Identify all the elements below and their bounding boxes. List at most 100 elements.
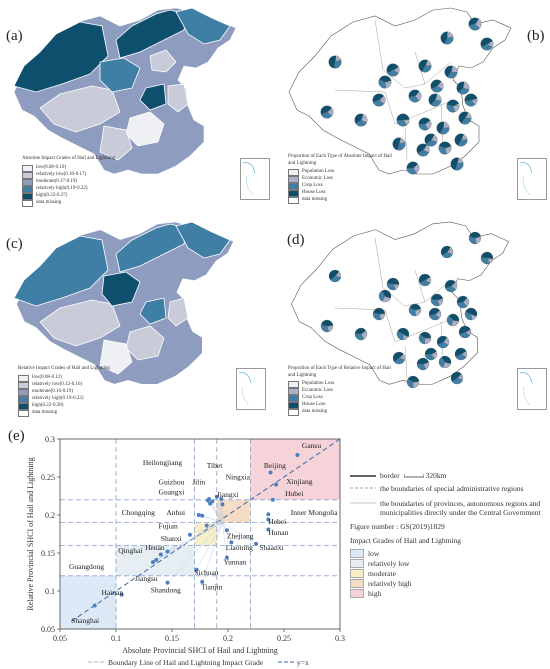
province-label: Shandong bbox=[151, 586, 181, 595]
province-pie bbox=[468, 17, 482, 31]
province-label: Jilin bbox=[192, 478, 205, 487]
pie-slice bbox=[409, 303, 422, 311]
legend-a-items: low(0.08-0.10) relatively low(0.10-0.17) m… bbox=[22, 164, 132, 207]
map-relative-grade bbox=[13, 221, 235, 385]
leader-line bbox=[196, 522, 223, 570]
pie-slice bbox=[440, 245, 452, 256]
legend-b-items: Population Loss Economic Loss Crop Loss Hou… bbox=[288, 169, 398, 205]
panel-c: (c) Relative Impact Grades of Hail and L… bbox=[0, 218, 275, 430]
legend-b-title: Proportion of Each Type of Absolute Impa… bbox=[288, 154, 392, 166]
legend-label: low(0.08-0.10) bbox=[36, 164, 66, 170]
legend-label: data missing bbox=[32, 409, 58, 415]
province-point bbox=[220, 502, 225, 507]
province-pie bbox=[456, 81, 470, 95]
pie-slice bbox=[454, 347, 467, 357]
leader-line bbox=[189, 522, 223, 535]
pie-slice bbox=[456, 295, 468, 304]
province-point bbox=[208, 501, 213, 506]
legend-label: Population Loss bbox=[302, 169, 335, 175]
province-pie bbox=[418, 59, 432, 73]
chart-legend: Boundary Line of Hail and Lightning Impa… bbox=[88, 658, 309, 667]
y-tick-label: 0.1 bbox=[45, 587, 55, 596]
province-label: Zhejiang bbox=[227, 532, 254, 541]
province-label: Ningxia bbox=[226, 472, 251, 481]
province-pie bbox=[440, 245, 454, 259]
legend-row: moderate bbox=[350, 568, 546, 578]
legend-row: relatively low bbox=[350, 558, 546, 568]
pie-slice bbox=[397, 327, 410, 338]
pie-slice bbox=[436, 121, 445, 134]
province-pie bbox=[436, 335, 450, 349]
province-pie bbox=[424, 133, 438, 147]
province-point bbox=[200, 579, 205, 584]
pie-slice bbox=[320, 319, 334, 327]
province-pie bbox=[320, 105, 334, 119]
pie-slice bbox=[412, 381, 420, 389]
province-label: Beijing bbox=[264, 461, 286, 470]
leader-line bbox=[202, 522, 223, 582]
legend-swatch bbox=[288, 197, 299, 205]
province-point bbox=[165, 549, 170, 554]
pie-slice bbox=[444, 65, 454, 78]
legend-swatch bbox=[22, 171, 33, 179]
x-tick-label: 0.3 bbox=[335, 634, 345, 643]
pie-slice bbox=[458, 325, 471, 335]
province-pie bbox=[386, 63, 400, 77]
province-pie bbox=[436, 121, 450, 135]
map-relative-pie bbox=[291, 221, 510, 389]
legend-row: moderate(0.16-0.19) bbox=[18, 388, 128, 396]
pie-slice bbox=[386, 63, 399, 74]
province-pie bbox=[418, 117, 432, 131]
pie-slice bbox=[416, 143, 428, 154]
province-pie bbox=[454, 347, 468, 361]
pie-slice bbox=[428, 307, 441, 316]
legend-row: Economic Loss bbox=[288, 388, 398, 396]
legend-b: Proportion of Each Type of Absolute Impa… bbox=[288, 154, 398, 205]
province-label: Anhui bbox=[166, 508, 185, 517]
map-notes: border 320km the boundaries of special a… bbox=[350, 470, 546, 598]
x-tick-label: 0.1 bbox=[111, 634, 121, 643]
legend-label: Crop Loss bbox=[302, 183, 323, 189]
province-label: Shanghai bbox=[71, 616, 99, 625]
leader-line bbox=[216, 496, 223, 523]
province-pie bbox=[328, 269, 342, 283]
legend-swatch bbox=[350, 548, 364, 558]
pie-slice bbox=[440, 31, 448, 44]
pie-slice bbox=[372, 93, 385, 103]
province-point bbox=[268, 470, 273, 475]
province-pie bbox=[392, 137, 406, 151]
province-point bbox=[165, 580, 170, 585]
province-pie bbox=[430, 293, 444, 307]
province-point bbox=[229, 540, 234, 545]
legend-swatch bbox=[22, 164, 33, 172]
pie-slice bbox=[406, 161, 419, 169]
province-label: Hubei bbox=[285, 489, 303, 498]
pie-slice bbox=[386, 277, 400, 285]
scale-label: 320km bbox=[425, 471, 447, 480]
legend-row: high(0.22-0.27) bbox=[22, 192, 132, 200]
province-pie bbox=[418, 273, 432, 287]
leader-line bbox=[212, 501, 223, 523]
legend-label: relatively low bbox=[368, 558, 410, 568]
province-point bbox=[254, 541, 258, 546]
province-pie bbox=[428, 307, 442, 321]
grades-legend: low relatively low moderate relatively high… bbox=[350, 548, 546, 598]
legend-swatch bbox=[350, 578, 364, 588]
province-point bbox=[266, 527, 271, 532]
province-label: Guizhou bbox=[159, 478, 185, 487]
legend-swatch bbox=[18, 388, 29, 396]
province-pie bbox=[458, 325, 472, 339]
legend-label: moderate(0.16-0.19) bbox=[32, 388, 74, 394]
legend-row: low bbox=[350, 548, 546, 558]
legend-swatch bbox=[18, 374, 29, 382]
province-pie bbox=[440, 31, 454, 45]
x-tick-label: 0.25 bbox=[277, 634, 291, 643]
leader-line bbox=[222, 522, 232, 543]
province-point bbox=[194, 567, 199, 572]
legend-row: high(0.22-0.28) bbox=[18, 402, 128, 410]
province-point bbox=[270, 497, 275, 502]
province-label: Heilongjiang bbox=[143, 458, 182, 467]
province-boundary-label: the boundaries of provinces, autonomous … bbox=[380, 499, 541, 517]
pie-slice bbox=[480, 251, 494, 259]
x-tick-label: 0.05 bbox=[53, 634, 67, 643]
